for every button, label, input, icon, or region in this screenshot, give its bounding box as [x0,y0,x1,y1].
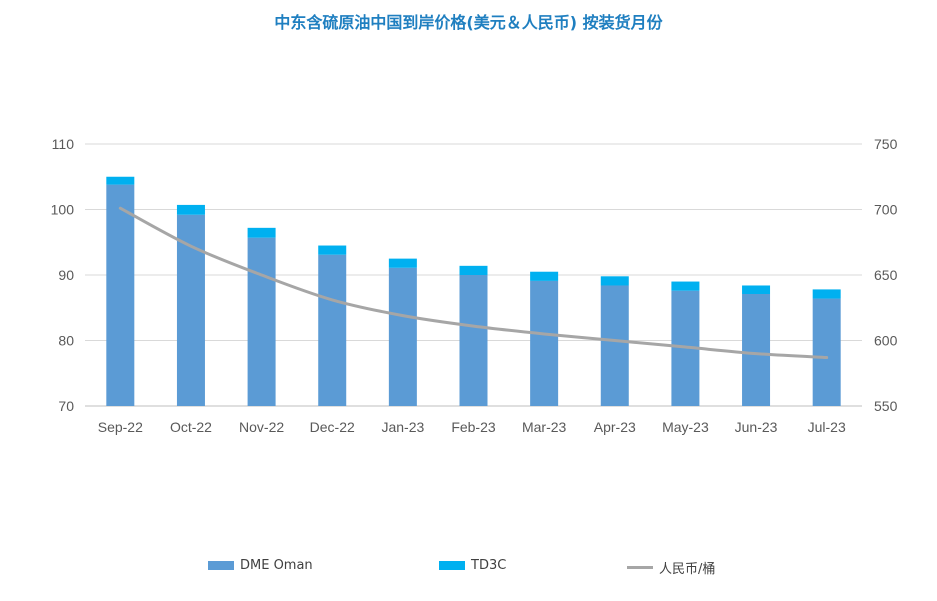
legend-swatch-rmb [627,566,653,569]
y-tick-label: 90 [58,267,74,283]
bar-td3c [742,285,771,294]
y-axis-left: 70 80 90 100 110 [51,136,75,414]
bar-dme-oman [318,254,347,406]
legend: DME Oman TD3C 人民币/桶 [0,558,937,580]
bar-td3c [388,258,417,268]
bar-dme-oman [530,280,559,406]
bar-td3c [106,176,135,185]
y2-tick-label: 600 [874,333,898,349]
legend-label-td3c: TD3C [471,558,507,573]
bar-td3c [247,227,276,238]
legend-label-dme-oman: DME Oman [240,558,313,573]
bar-td3c [459,265,488,275]
legend-label-rmb: 人民币/桶 [659,562,716,577]
bar-td3c [530,271,559,281]
x-tick-label: Dec-22 [310,419,355,435]
x-tick-label: Apr-23 [594,419,636,435]
bar-dme-oman [388,267,417,406]
bars [106,176,841,406]
line-series [118,206,829,360]
x-tick-label: Jun-23 [735,419,778,435]
bar-dme-oman [247,237,276,406]
bar-dme-oman [459,275,488,406]
legend-item-rmb: 人民币/桶 [627,558,715,577]
legend-item-td3c: TD3C [439,558,506,573]
bar-td3c [318,245,347,255]
legend-swatch-td3c [439,561,465,570]
x-tick-label: Jul-23 [808,419,846,435]
x-tick-label: Feb-23 [451,419,496,435]
bar-dme-oman [176,214,205,406]
y2-tick-label: 650 [874,267,898,283]
y-tick-label: 70 [58,398,74,414]
y-tick-label: 110 [52,136,75,152]
chart-title: 中东含硫原油中国到岸价格(美元＆人民币) 按装货月份 [274,13,663,32]
x-tick-label: May-23 [662,419,709,435]
line-rmb-per-barrel [118,206,829,360]
legend-swatch-dme-oman [208,561,234,570]
x-tick-label: Oct-22 [170,419,212,435]
x-tick-label: Mar-23 [522,419,567,435]
y2-tick-label: 550 [874,398,898,414]
x-axis: Sep-22 Oct-22 Nov-22 Dec-22 Jan-23 Feb-23 Mar-… [98,419,846,435]
bar-td3c [600,276,629,286]
y2-tick-label: 700 [874,202,898,218]
y-tick-label: 100 [51,202,75,218]
bar-dme-oman [600,285,629,406]
x-tick-label: Nov-22 [239,419,284,435]
y-tick-label: 80 [58,333,74,349]
bar-dme-oman [106,184,135,406]
bar-td3c [176,204,205,215]
x-tick-label: Jan-23 [381,419,424,435]
y-axis-right: 550 600 650 700 750 [874,136,898,414]
x-tick-label: Sep-22 [98,419,143,435]
bar-dme-oman [742,293,771,406]
bar-td3c [812,289,841,299]
bar-td3c [671,281,700,291]
legend-item-dme-oman: DME Oman [208,558,313,573]
y2-tick-label: 750 [874,136,898,152]
bar-dme-oman [812,298,841,406]
